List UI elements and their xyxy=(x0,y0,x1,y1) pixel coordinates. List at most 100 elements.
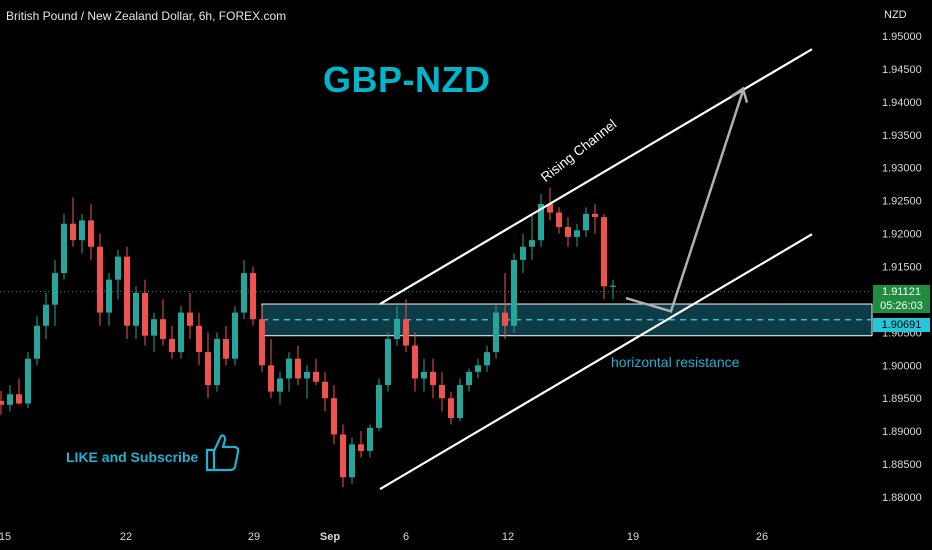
candle-body[interactable] xyxy=(25,358,31,404)
candle-body[interactable] xyxy=(466,371,472,386)
candle[interactable] xyxy=(142,279,148,346)
channel-lower-line[interactable] xyxy=(379,233,813,491)
candle-body[interactable] xyxy=(547,203,553,213)
candle[interactable] xyxy=(79,213,85,254)
candle-body[interactable] xyxy=(322,381,328,399)
candle[interactable] xyxy=(7,385,13,412)
candle[interactable] xyxy=(322,371,328,412)
candle[interactable] xyxy=(43,292,49,339)
candle-body[interactable] xyxy=(43,304,49,326)
candle[interactable] xyxy=(160,299,166,346)
candle-body[interactable] xyxy=(106,279,112,313)
candle-body[interactable] xyxy=(502,312,508,326)
candle-body[interactable] xyxy=(16,394,22,404)
candle[interactable] xyxy=(385,332,391,392)
candle[interactable] xyxy=(466,368,472,392)
candle[interactable] xyxy=(610,279,616,300)
candle[interactable] xyxy=(115,250,121,300)
candle-body[interactable] xyxy=(610,285,616,287)
candle[interactable] xyxy=(412,332,418,392)
candle-body[interactable] xyxy=(268,365,274,392)
candle-body[interactable] xyxy=(286,358,292,379)
candle[interactable] xyxy=(538,194,544,247)
candle-body[interactable] xyxy=(277,378,283,392)
candle[interactable] xyxy=(133,286,139,339)
candle[interactable] xyxy=(349,437,355,484)
candle[interactable] xyxy=(250,266,256,326)
candle-body[interactable] xyxy=(295,358,301,379)
candle[interactable] xyxy=(295,345,301,386)
candle-body[interactable] xyxy=(241,273,247,313)
candle[interactable] xyxy=(0,390,4,415)
projection-arrow[interactable] xyxy=(625,86,749,313)
candle-body[interactable] xyxy=(529,240,535,247)
candle[interactable] xyxy=(376,378,382,432)
candle-body[interactable] xyxy=(151,319,157,336)
candle[interactable] xyxy=(268,338,274,399)
candle[interactable] xyxy=(124,246,130,339)
candle[interactable] xyxy=(70,197,76,247)
candle[interactable] xyxy=(358,431,364,458)
candle-body[interactable] xyxy=(187,312,193,326)
candle[interactable] xyxy=(313,358,319,386)
candle-body[interactable] xyxy=(160,319,166,339)
candle[interactable] xyxy=(223,325,229,366)
candle-body[interactable] xyxy=(439,385,445,399)
candle-body[interactable] xyxy=(556,212,562,227)
candle-body[interactable] xyxy=(385,338,391,386)
candle[interactable] xyxy=(286,352,292,392)
candle[interactable] xyxy=(88,203,94,260)
candle[interactable] xyxy=(520,233,526,274)
candle[interactable] xyxy=(556,207,562,234)
candle[interactable] xyxy=(574,223,580,247)
candle[interactable] xyxy=(565,217,571,247)
candle[interactable] xyxy=(97,233,103,326)
candle-body[interactable] xyxy=(583,213,589,231)
candle-body[interactable] xyxy=(0,400,4,405)
candle[interactable] xyxy=(277,371,283,405)
candle-body[interactable] xyxy=(538,203,544,241)
candle-body[interactable] xyxy=(457,385,463,418)
candle[interactable] xyxy=(511,253,517,333)
candle[interactable] xyxy=(421,358,427,392)
candle[interactable] xyxy=(484,345,490,372)
candle-body[interactable] xyxy=(142,292,148,336)
candle[interactable] xyxy=(430,358,436,399)
candle[interactable] xyxy=(187,292,193,339)
candle[interactable] xyxy=(475,358,481,379)
candle[interactable] xyxy=(169,325,175,359)
candle-body[interactable] xyxy=(358,444,364,451)
candle[interactable] xyxy=(106,273,112,326)
candle-body[interactable] xyxy=(52,273,58,305)
candle[interactable] xyxy=(178,306,184,359)
candle-body[interactable] xyxy=(196,325,202,353)
candle-body[interactable] xyxy=(511,259,517,326)
candle-body[interactable] xyxy=(259,319,265,366)
candle-body[interactable] xyxy=(223,338,229,359)
candle-body[interactable] xyxy=(574,230,580,237)
candle-body[interactable] xyxy=(349,444,355,478)
candle-body[interactable] xyxy=(115,256,121,280)
candle[interactable] xyxy=(205,332,211,399)
candle[interactable] xyxy=(52,259,58,326)
candle[interactable] xyxy=(583,207,589,237)
candles[interactable] xyxy=(0,187,616,488)
candle-body[interactable] xyxy=(484,352,490,366)
candle[interactable] xyxy=(214,332,220,392)
candle[interactable] xyxy=(25,352,31,409)
candle[interactable] xyxy=(340,424,346,488)
candle[interactable] xyxy=(394,306,400,346)
candle[interactable] xyxy=(493,306,499,359)
candle-body[interactable] xyxy=(367,427,373,451)
candle-body[interactable] xyxy=(520,246,526,260)
candle[interactable] xyxy=(241,259,247,320)
candle-body[interactable] xyxy=(304,371,310,379)
candle[interactable] xyxy=(34,315,40,366)
candle[interactable] xyxy=(502,273,508,339)
candle-body[interactable] xyxy=(340,434,346,478)
candle-body[interactable] xyxy=(592,213,598,218)
candle[interactable] xyxy=(448,391,454,425)
candle-body[interactable] xyxy=(214,338,220,386)
candle[interactable] xyxy=(529,213,535,260)
